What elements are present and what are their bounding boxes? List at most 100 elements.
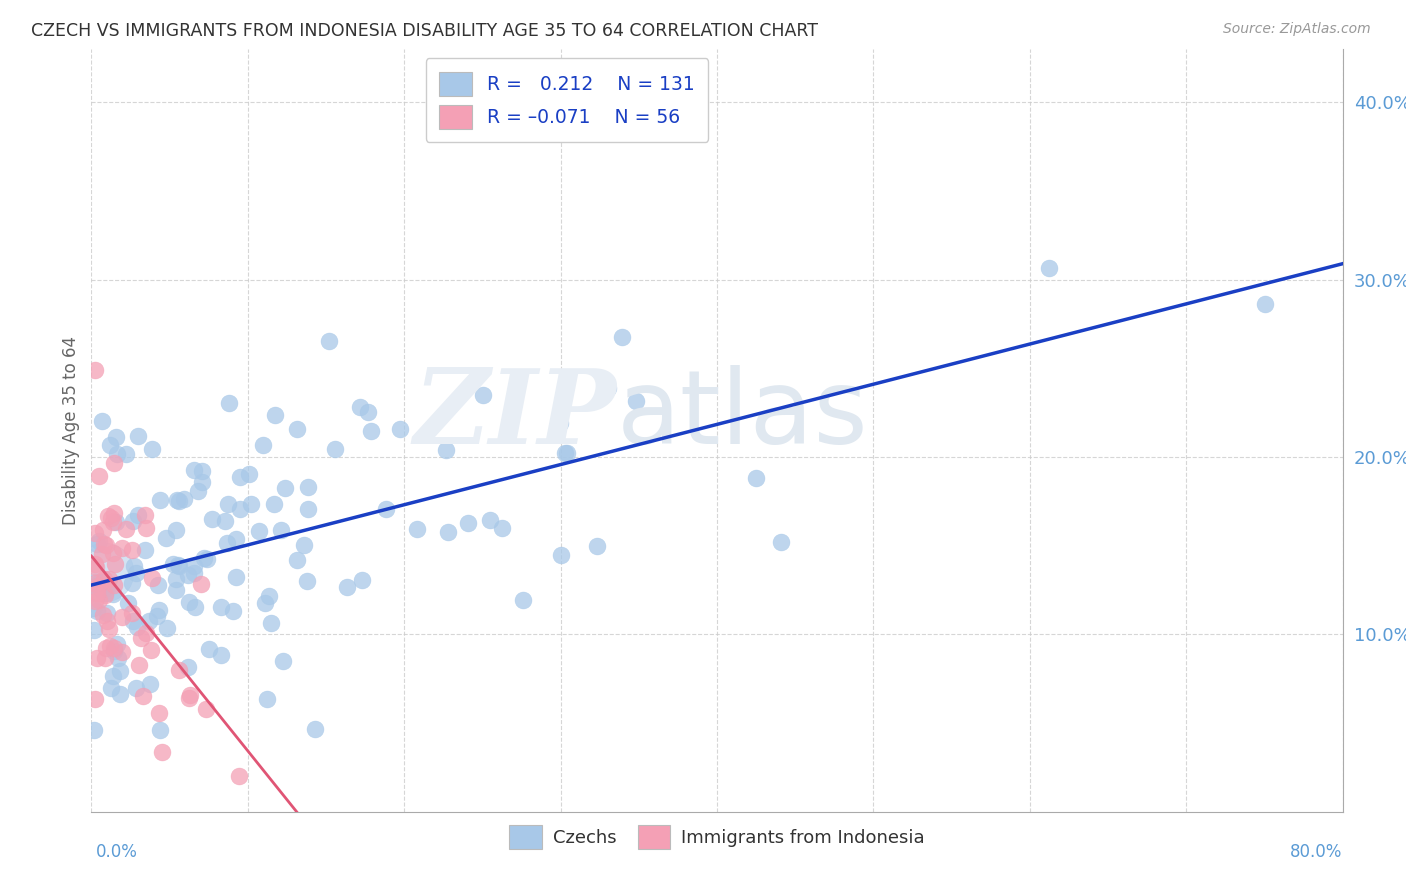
Text: CZECH VS IMMIGRANTS FROM INDONESIA DISABILITY AGE 35 TO 64 CORRELATION CHART: CZECH VS IMMIGRANTS FROM INDONESIA DISAB… (31, 22, 818, 40)
Point (769, 534, 792, 549)
Point (217, 497, 239, 511)
Point (190, 577, 212, 591)
Point (598, 381, 620, 395)
Point (100, 639, 122, 653)
Point (111, 610, 134, 624)
Point (84, 559, 107, 574)
Point (103, 506, 125, 520)
Text: 0.0%: 0.0% (96, 843, 138, 861)
Point (87, 579, 110, 593)
Point (103, 456, 125, 470)
Point (336, 580, 359, 594)
Point (304, 723, 326, 737)
Point (253, 596, 276, 610)
Point (101, 546, 124, 560)
Point (209, 599, 232, 614)
Point (350, 573, 373, 587)
Point (90, 414, 112, 428)
Point (87, 469, 110, 483)
Point (478, 513, 501, 527)
Point (167, 559, 190, 574)
Point (179, 595, 201, 609)
Point (179, 688, 201, 702)
Point (325, 442, 347, 456)
Point (285, 422, 308, 436)
Point (83, 593, 105, 607)
Point (191, 475, 214, 490)
Point (93, 536, 115, 550)
Point (103, 640, 125, 655)
Point (165, 572, 187, 586)
Point (149, 493, 172, 508)
Point (148, 723, 170, 737)
Point (162, 557, 184, 571)
Point (104, 515, 127, 529)
Point (94, 586, 117, 600)
Point (167, 493, 190, 508)
Point (96, 581, 118, 595)
Point (100, 511, 122, 525)
Point (101, 587, 124, 601)
Point (124, 566, 146, 581)
Point (83, 723, 105, 737)
Point (83, 526, 105, 541)
Point (98, 572, 121, 586)
Point (183, 559, 205, 574)
Point (229, 501, 252, 516)
Point (744, 471, 766, 485)
Point (101, 515, 124, 529)
Point (217, 536, 239, 550)
Point (91, 583, 114, 598)
Point (82, 600, 104, 615)
Point (491, 520, 513, 534)
Point (83, 623, 105, 637)
Point (131, 689, 153, 703)
Point (184, 600, 207, 615)
Point (104, 557, 127, 571)
Point (273, 481, 295, 495)
Point (165, 523, 187, 537)
Point (155, 531, 177, 545)
Point (96, 607, 118, 621)
Point (105, 447, 128, 461)
Point (100, 438, 122, 452)
Text: atlas: atlas (617, 365, 869, 466)
Point (134, 508, 156, 522)
Point (117, 596, 139, 610)
Point (103, 644, 125, 658)
Point (108, 687, 131, 701)
Point (512, 593, 534, 607)
Point (94, 588, 117, 602)
Point (240, 497, 263, 511)
Point (105, 638, 128, 652)
Point (121, 576, 143, 591)
Point (103, 578, 125, 592)
Point (436, 524, 458, 539)
Point (198, 642, 221, 657)
Point (138, 614, 160, 628)
Point (225, 532, 247, 546)
Point (148, 602, 170, 616)
Point (548, 416, 571, 430)
Point (141, 442, 163, 457)
Point (557, 446, 579, 460)
Point (125, 620, 148, 634)
Point (225, 570, 247, 584)
Text: 80.0%: 80.0% (1291, 843, 1343, 861)
Point (318, 334, 340, 348)
Point (128, 658, 150, 673)
Point (209, 648, 232, 662)
Point (97, 509, 120, 524)
Point (183, 463, 205, 477)
Point (127, 508, 149, 522)
Point (84, 691, 107, 706)
Point (115, 522, 138, 536)
Point (1038, 261, 1060, 276)
Point (457, 516, 479, 530)
Point (141, 642, 163, 657)
Point (374, 501, 396, 516)
Point (108, 665, 131, 679)
Point (139, 676, 162, 690)
Point (218, 395, 240, 409)
Point (195, 552, 218, 566)
